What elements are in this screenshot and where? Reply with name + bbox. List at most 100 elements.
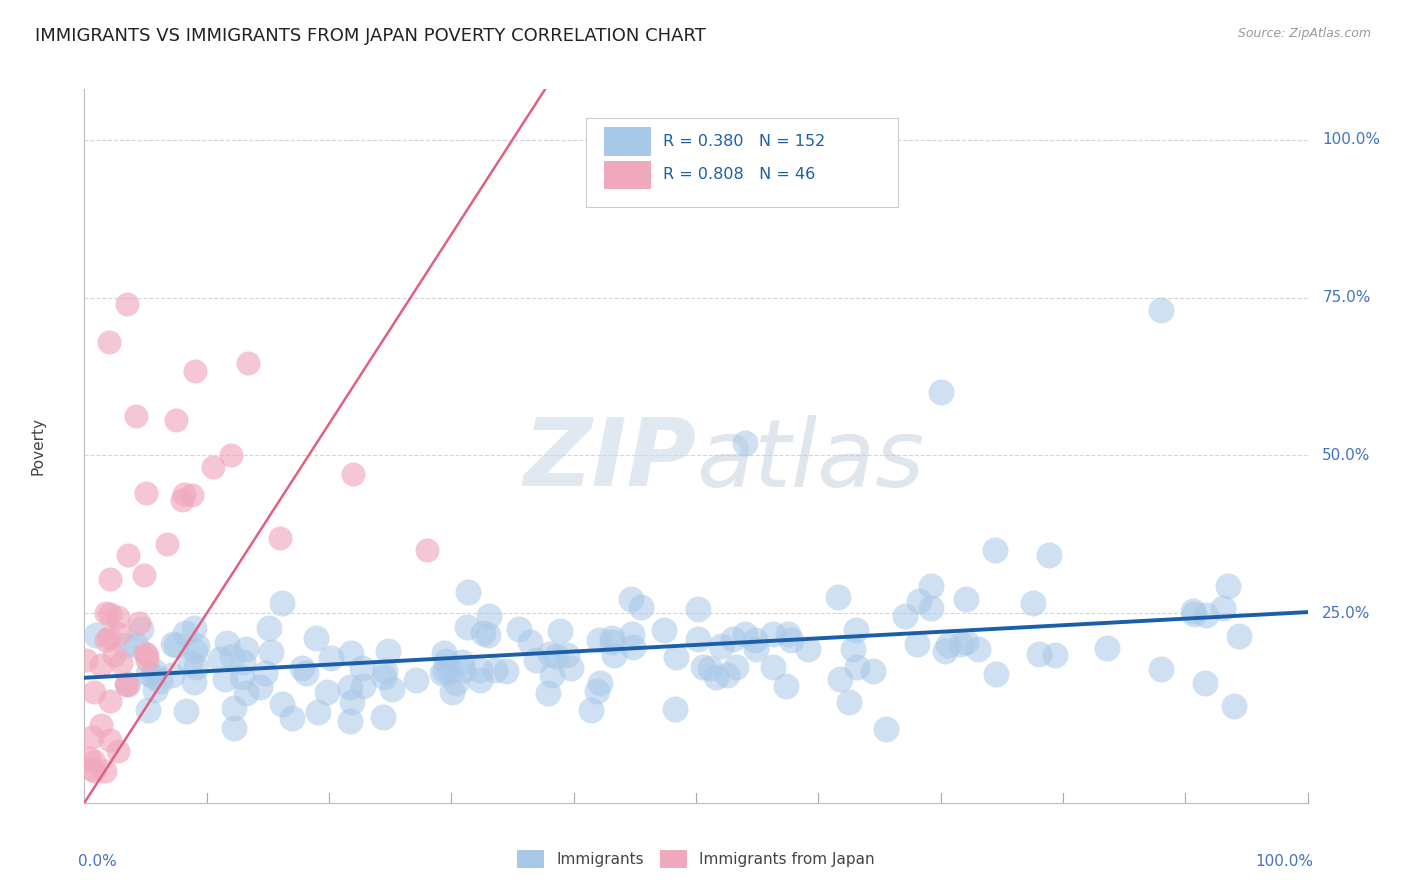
Point — [83, 685, 105, 699]
Point — [699, 661, 721, 675]
Point — [96, 606, 118, 620]
Point — [84, 627, 107, 641]
Point — [80, 762, 103, 776]
Point — [319, 650, 342, 665]
Point — [142, 669, 165, 683]
Point — [1216, 578, 1239, 592]
Point — [179, 656, 201, 670]
Point — [692, 659, 714, 673]
Point — [156, 536, 179, 550]
Point — [115, 677, 138, 691]
Point — [955, 635, 977, 649]
Point — [446, 676, 468, 690]
Point — [103, 648, 125, 662]
Point — [221, 648, 243, 663]
Point — [162, 637, 184, 651]
Point — [920, 579, 942, 593]
Point — [1028, 648, 1050, 662]
Point — [762, 659, 785, 673]
Point — [508, 622, 530, 636]
Point — [620, 627, 643, 641]
Point — [339, 681, 361, 695]
Point — [434, 664, 457, 678]
Point — [183, 621, 205, 635]
Point — [342, 467, 364, 482]
Point — [451, 663, 474, 677]
Point — [94, 764, 117, 779]
Point — [908, 594, 931, 608]
Text: 100.0%: 100.0% — [1256, 855, 1313, 869]
Point — [90, 658, 112, 673]
Point — [184, 364, 207, 378]
Point — [838, 695, 860, 709]
Point — [98, 607, 121, 622]
Point — [600, 634, 623, 648]
Point — [1227, 629, 1250, 643]
Text: ZIP: ZIP — [523, 414, 696, 507]
Point — [174, 704, 197, 718]
Point — [894, 609, 917, 624]
Point — [1181, 604, 1204, 618]
Point — [775, 679, 797, 693]
Point — [744, 642, 766, 657]
Point — [374, 664, 396, 678]
Point — [495, 665, 517, 679]
Text: IMMIGRANTS VS IMMIGRANTS FROM JAPAN POVERTY CORRELATION CHART: IMMIGRANTS VS IMMIGRANTS FROM JAPAN POVE… — [35, 27, 706, 45]
Point — [579, 703, 602, 717]
Point — [184, 644, 207, 658]
Point — [253, 665, 276, 680]
Point — [623, 640, 645, 655]
Point — [439, 664, 461, 678]
Point — [235, 641, 257, 656]
Point — [219, 449, 242, 463]
Point — [129, 623, 152, 637]
Point — [936, 638, 959, 652]
Point — [208, 652, 231, 666]
Point — [236, 356, 259, 370]
Point — [165, 638, 187, 652]
Point — [875, 723, 897, 737]
Point — [827, 590, 849, 604]
Point — [201, 459, 224, 474]
Point — [540, 668, 562, 682]
Point — [107, 610, 129, 624]
Text: R = 0.808   N = 46: R = 0.808 N = 46 — [664, 168, 815, 182]
Point — [117, 677, 139, 691]
Legend: Immigrants, Immigrants from Japan: Immigrants, Immigrants from Japan — [510, 844, 882, 873]
Point — [560, 661, 582, 675]
Point — [450, 655, 472, 669]
Point — [1182, 607, 1205, 621]
Point — [381, 682, 404, 697]
Point — [544, 648, 567, 663]
Point — [340, 695, 363, 709]
Point — [134, 646, 156, 660]
Point — [353, 679, 375, 693]
FancyBboxPatch shape — [605, 161, 651, 189]
Point — [762, 627, 785, 641]
Point — [110, 656, 132, 670]
Point — [271, 697, 294, 711]
Point — [291, 660, 314, 674]
Point — [862, 664, 884, 678]
Point — [124, 638, 146, 652]
Point — [174, 626, 197, 640]
Point — [416, 543, 439, 558]
Text: 100.0%: 100.0% — [1322, 132, 1381, 147]
Point — [217, 636, 239, 650]
Point — [1150, 303, 1173, 318]
Point — [339, 646, 361, 660]
Point — [98, 732, 121, 747]
Point — [477, 628, 499, 642]
Text: 50.0%: 50.0% — [1322, 448, 1371, 463]
Point — [734, 435, 756, 450]
Point — [686, 602, 709, 616]
Point — [537, 686, 560, 700]
Point — [232, 655, 254, 669]
Point — [734, 627, 756, 641]
Point — [136, 665, 159, 680]
Point — [1195, 608, 1218, 623]
Point — [186, 640, 208, 654]
Point — [405, 673, 427, 687]
Point — [115, 677, 138, 691]
Point — [235, 686, 257, 700]
